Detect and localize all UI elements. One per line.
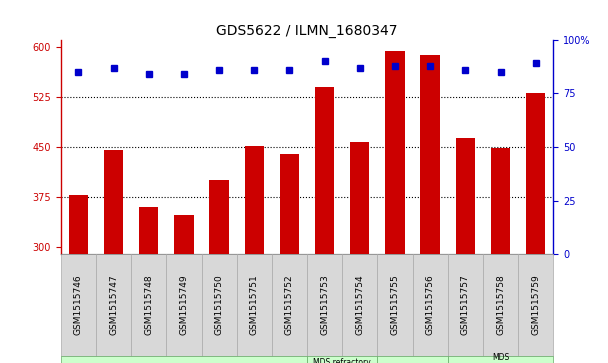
Text: GSM1515747: GSM1515747 [109, 274, 118, 335]
Bar [209, 180, 229, 254]
Bar [350, 142, 370, 254]
Text: GSM1515756: GSM1515756 [426, 274, 435, 335]
Bar [385, 51, 405, 254]
Text: MDS
refracto
ry ane
mia with: MDS refracto ry ane mia with [484, 353, 517, 363]
Bar [491, 148, 510, 254]
Text: GSM1515750: GSM1515750 [215, 274, 224, 335]
Text: GSM1515751: GSM1515751 [250, 274, 259, 335]
Text: GSM1515749: GSM1515749 [179, 274, 188, 335]
Bar [526, 93, 545, 254]
Text: MDS refractory
cytopenia with
multilineage dysplasia: MDS refractory cytopenia with multilinea… [299, 358, 385, 363]
Bar [244, 146, 264, 254]
Text: GSM1515758: GSM1515758 [496, 274, 505, 335]
Text: GSM1515755: GSM1515755 [390, 274, 399, 335]
Text: GSM1515746: GSM1515746 [74, 274, 83, 335]
Text: GSM1515759: GSM1515759 [531, 274, 540, 335]
Bar [174, 215, 193, 254]
Bar [104, 150, 123, 254]
Text: GSM1515752: GSM1515752 [285, 274, 294, 335]
Bar [455, 138, 475, 254]
Bar [421, 55, 440, 254]
Text: GSM1515748: GSM1515748 [144, 274, 153, 335]
Bar [139, 207, 159, 254]
Text: GSM1515757: GSM1515757 [461, 274, 470, 335]
Title: GDS5622 / ILMN_1680347: GDS5622 / ILMN_1680347 [216, 24, 398, 37]
Bar [280, 154, 299, 254]
Text: GSM1515753: GSM1515753 [320, 274, 329, 335]
Bar [69, 195, 88, 254]
Text: GSM1515754: GSM1515754 [355, 274, 364, 335]
Bar [315, 87, 334, 254]
